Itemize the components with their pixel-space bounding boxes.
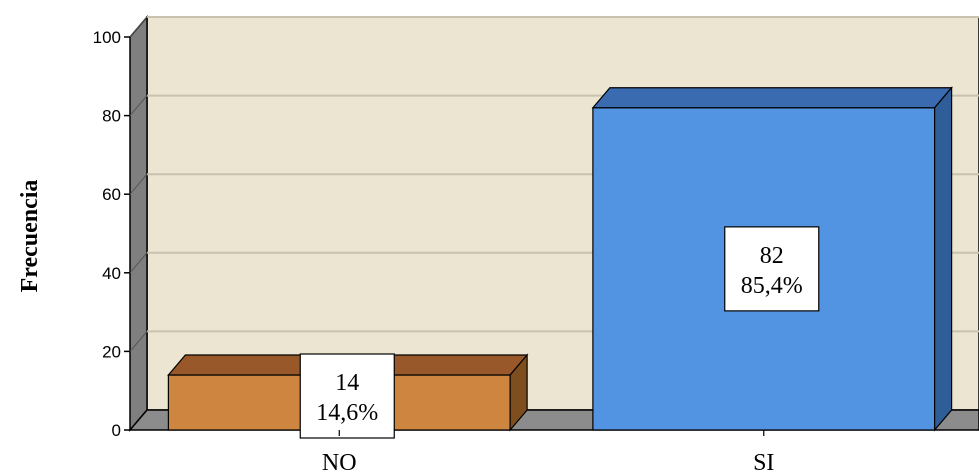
bar-top-si [591, 87, 953, 109]
bar-side-si [934, 86, 953, 432]
gridline-side-100 [129, 16, 148, 38]
data-label-count: 82 [760, 243, 784, 269]
x-axis: NO SI [322, 430, 774, 474]
y-tick-label-0: 0 [112, 421, 121, 440]
data-label-no: 14 14,6% [299, 353, 395, 439]
y-tick-label-80: 80 [102, 107, 121, 126]
bar-side-no [509, 353, 528, 432]
x-tick-label-si: SI [753, 450, 774, 474]
x-tick-label-no: NO [322, 450, 357, 474]
y-axis-label: Frecuencia [17, 180, 43, 293]
gridline-side-60 [129, 173, 148, 195]
y-tick-label-40: 40 [102, 264, 121, 283]
y-tick-label-20: 20 [102, 342, 121, 361]
y-axis: 0 20 40 60 80 100 [93, 28, 130, 440]
data-label-box [724, 226, 820, 312]
y-tick-label-60: 60 [102, 185, 121, 204]
data-labels: 14 14,6% 82 85,4% [299, 226, 820, 439]
plot-side-wall [129, 14, 148, 433]
data-label-percent: 85,4% [741, 273, 803, 299]
data-label-count: 14 [335, 370, 359, 396]
data-label-percent: 14,6% [316, 400, 378, 426]
data-label-box [299, 353, 395, 439]
gridline-side-20 [129, 331, 148, 352]
data-label-si: 82 85,4% [724, 226, 820, 312]
gridline-side-40 [129, 252, 148, 274]
gridline-side-80 [129, 95, 148, 116]
y-tick-label-100: 100 [93, 28, 121, 47]
